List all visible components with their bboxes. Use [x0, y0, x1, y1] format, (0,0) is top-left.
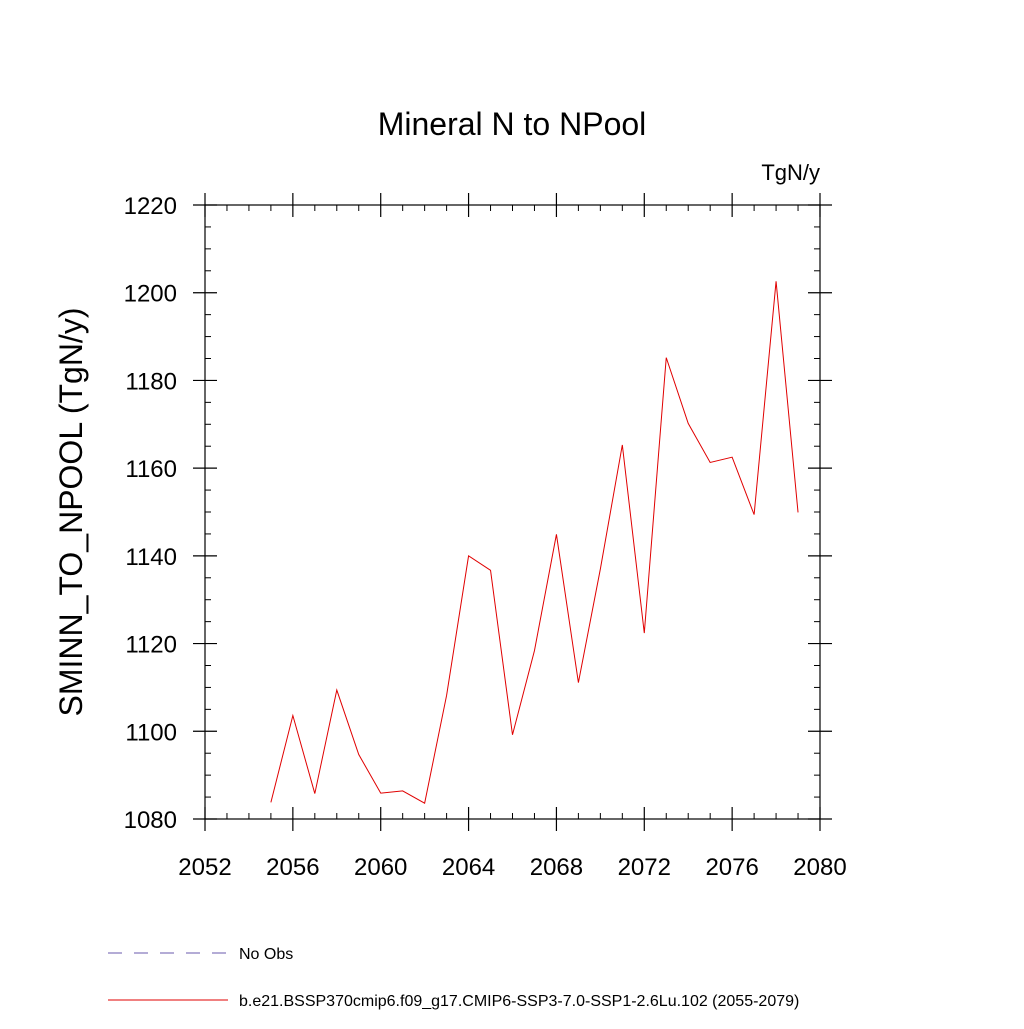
- y-tick-label: 1100: [125, 719, 177, 746]
- x-tick-label: 2064: [442, 854, 495, 881]
- y-tick-label: 1200: [124, 281, 177, 308]
- y-tick-label: 1220: [124, 193, 177, 220]
- x-tick-label: 2072: [618, 854, 671, 881]
- y-tick-label: 1180: [125, 368, 177, 395]
- x-tick-label: 2052: [178, 854, 231, 881]
- series-line: [270, 281, 799, 804]
- chart-title: Mineral N to NPool: [378, 106, 647, 142]
- y-axis-label: SMINN_TO_NPOOL (TgN/y): [53, 308, 89, 717]
- x-tick-label: 2060: [354, 854, 407, 881]
- x-tick-label: 2068: [530, 854, 583, 881]
- legend: No Obs b.e21.BSSP370cmip6.f09_g17.CMIP6-S…: [108, 946, 799, 1010]
- y-tick-label: 1140: [125, 544, 177, 571]
- legend-label: No Obs: [239, 946, 293, 963]
- series-layer: [270, 281, 799, 804]
- x-tick-label: 2056: [266, 854, 319, 881]
- y-tick-label: 1080: [124, 807, 177, 834]
- units-label: TgN/y: [761, 160, 820, 185]
- y-tick-label: 1160: [125, 456, 177, 483]
- legend-label: b.e21.BSSP370cmip6.f09_g17.CMIP6-SSP3-7.…: [239, 993, 799, 1010]
- x-tick-label: 2080: [793, 854, 846, 881]
- plot-frame: [204, 204, 821, 820]
- axes: 2052 2056 2060 2064 2068 2072 2076 2080 1080 1100…: [124, 193, 847, 881]
- y-tick-label: 1120: [125, 632, 177, 659]
- x-tick-label: 2076: [705, 854, 758, 881]
